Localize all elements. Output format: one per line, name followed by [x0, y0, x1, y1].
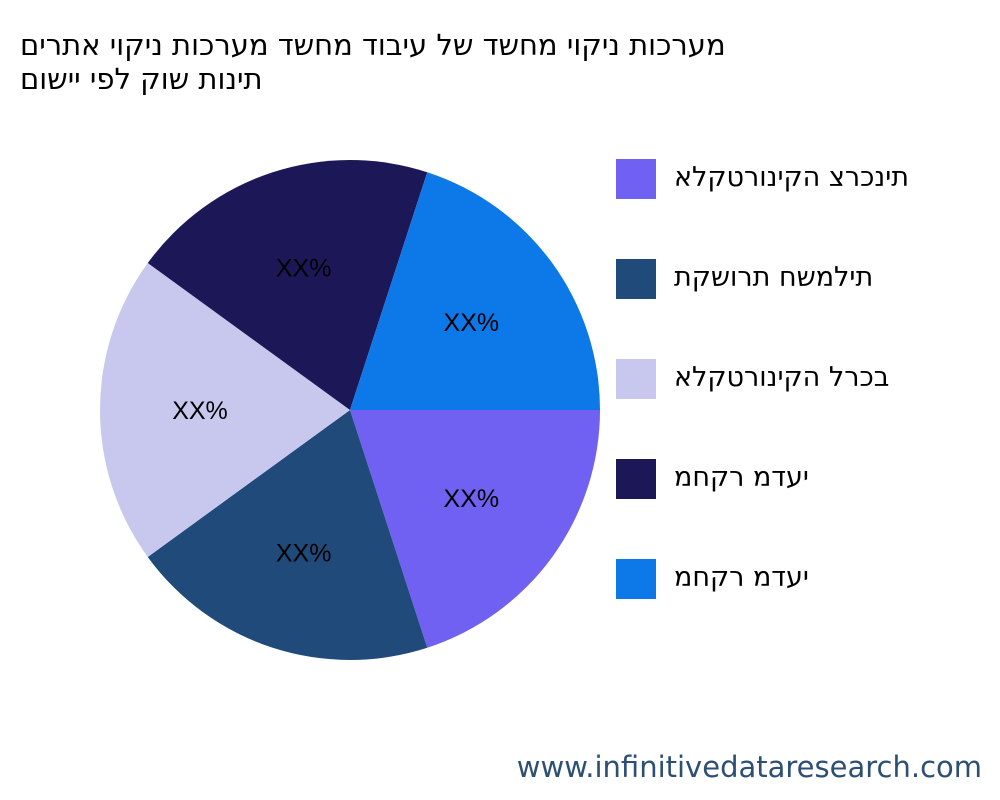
- pie-slice: [147, 160, 428, 410]
- legend-label: יעדמ רקחמ: [674, 562, 809, 593]
- legend-item: בכרל הקינורטקלא: [616, 359, 956, 399]
- chart-title-line-1: מערכות ניקוי מחשד של עיבוד מחשד מערכות נ…: [20, 28, 726, 62]
- legend: תינכרצ הקינורטקלא תילמשח תרושקת בכרל הקי…: [616, 159, 956, 659]
- pie-slice: [350, 410, 600, 648]
- legend-swatch: [616, 459, 656, 499]
- legend-swatch: [616, 559, 656, 599]
- slice-data-label: XX%: [276, 254, 332, 282]
- legend-swatch: [616, 259, 656, 299]
- slice-data-label: XX%: [172, 397, 228, 425]
- legend-item: תינכרצ הקינורטקלא: [616, 159, 956, 199]
- chart-title: מערכות ניקוי מחשד של עיבוד מחשד מערכות נ…: [20, 28, 930, 96]
- chart-title-line-2: תינות שוק לפי יישום: [20, 62, 263, 96]
- legend-swatch: [616, 359, 656, 399]
- legend-label: יעדמ רקחמ: [674, 462, 809, 493]
- legend-label: תילמשח תרושקת: [674, 262, 874, 293]
- slice-data-label: XX%: [276, 540, 332, 568]
- pie-slice: [147, 410, 428, 660]
- source-url: www.infinitivedataresearch.com: [516, 750, 982, 784]
- legend-item: יעדמ רקחמ: [616, 559, 956, 599]
- legend-label: בכרל הקינורטקלא: [674, 362, 890, 393]
- pie-slice: [350, 172, 600, 410]
- legend-label: תינכרצ הקינורטקלא: [674, 162, 910, 193]
- slice-data-label: XX%: [444, 485, 500, 513]
- legend-item: תילמשח תרושקת: [616, 259, 956, 299]
- legend-item: יעדמ רקחמ: [616, 459, 956, 499]
- legend-swatch: [616, 159, 656, 199]
- slice-data-label: XX%: [444, 309, 500, 337]
- pie-slice: [100, 263, 350, 557]
